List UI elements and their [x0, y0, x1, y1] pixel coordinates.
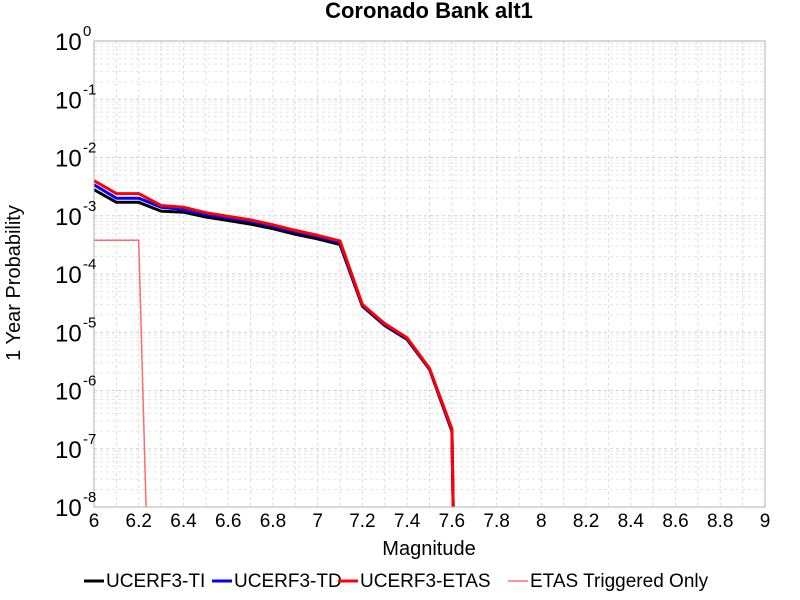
y-tick-exponent: -7: [83, 431, 96, 448]
y-tick-base: 10: [55, 262, 82, 289]
y-tick-label: 10 -8: [55, 489, 96, 522]
x-tick-label: 7: [312, 511, 323, 532]
x-tick-label: 9: [760, 511, 771, 532]
y-tick-exponent: -2: [83, 140, 96, 157]
y-tick-exponent: -4: [83, 256, 96, 273]
y-tick-exponent: 0: [83, 23, 91, 40]
y-tick-label: 10 -2: [55, 140, 96, 173]
x-tick-label: 7.6: [439, 511, 465, 532]
grid: [93, 41, 766, 508]
y-tick-base: 10: [55, 437, 82, 464]
y-tick-label: 10 -4: [55, 256, 96, 289]
y-tick-label: 10 -5: [55, 314, 96, 347]
x-tick-label: 8: [536, 511, 547, 532]
plot-frame: [93, 40, 766, 508]
legend-label: UCERF3-ETAS: [360, 571, 491, 592]
x-tick-label: 6.6: [215, 511, 241, 532]
x-tick-label: 6.8: [260, 511, 286, 532]
x-tick-label: 7.2: [349, 511, 375, 532]
y-tick-label: 10 0: [55, 23, 91, 56]
x-axis-ticks: 6 6.2 6.4 6.6 6.8 7 7.2 7.4 7.6 7.8 8 8.2 8.4 8.6 8.8 9: [89, 511, 771, 532]
y-tick-base: 10: [55, 87, 82, 114]
y-tick-base: 10: [55, 320, 82, 347]
y-tick-base: 10: [55, 146, 82, 173]
chart-title: Coronado Bank alt1: [325, 0, 533, 23]
y-tick-label: 10 -7: [55, 431, 96, 464]
legend-item: UCERF3-ETAS: [338, 571, 491, 592]
series-lines: [94, 179, 455, 507]
x-tick-label: 8.8: [707, 511, 733, 532]
x-tick-label: 6.2: [126, 511, 152, 532]
y-tick-label: 10 -3: [55, 198, 96, 231]
y-tick-label: 10 -6: [55, 373, 96, 406]
y-tick-exponent: -3: [83, 198, 96, 215]
legend: UCERF3-TI UCERF3-TD UCERF3-ETAS ETAS Trigge…: [84, 571, 709, 592]
y-tick-exponent: -5: [83, 314, 96, 331]
y-tick-exponent: -1: [83, 81, 96, 98]
y-tick-base: 10: [55, 379, 82, 406]
legend-label: UCERF3-TI: [106, 571, 205, 592]
legend-item: ETAS Triggered Only: [508, 571, 709, 592]
x-tick-label: 7.4: [394, 511, 421, 532]
x-tick-label: 8.2: [573, 511, 599, 532]
y-tick-exponent: -6: [83, 373, 96, 390]
y-tick-exponent: -8: [83, 489, 96, 506]
x-tick-label: 8.6: [662, 511, 688, 532]
legend-label: ETAS Triggered Only: [530, 571, 709, 592]
y-axis-label: 1 Year Probability: [3, 205, 25, 361]
x-tick-label: 6.4: [170, 511, 197, 532]
y-tick-base: 10: [55, 204, 82, 231]
y-tick-base: 10: [55, 29, 82, 56]
legend-item: UCERF3-TI: [84, 571, 205, 592]
x-tick-label: 6: [89, 511, 100, 532]
series-line-ucerf3-etas: [94, 179, 455, 507]
x-tick-label: 8.4: [618, 511, 645, 532]
x-axis-label: Magnitude: [382, 538, 475, 560]
y-tick-label: 10 -1: [55, 81, 96, 114]
legend-label: UCERF3-TD: [234, 571, 342, 592]
y-tick-base: 10: [55, 495, 82, 522]
series-line-etas-triggered-only: [94, 239, 147, 507]
legend-item: UCERF3-TD: [212, 571, 342, 592]
x-tick-label: 7.8: [483, 511, 509, 532]
